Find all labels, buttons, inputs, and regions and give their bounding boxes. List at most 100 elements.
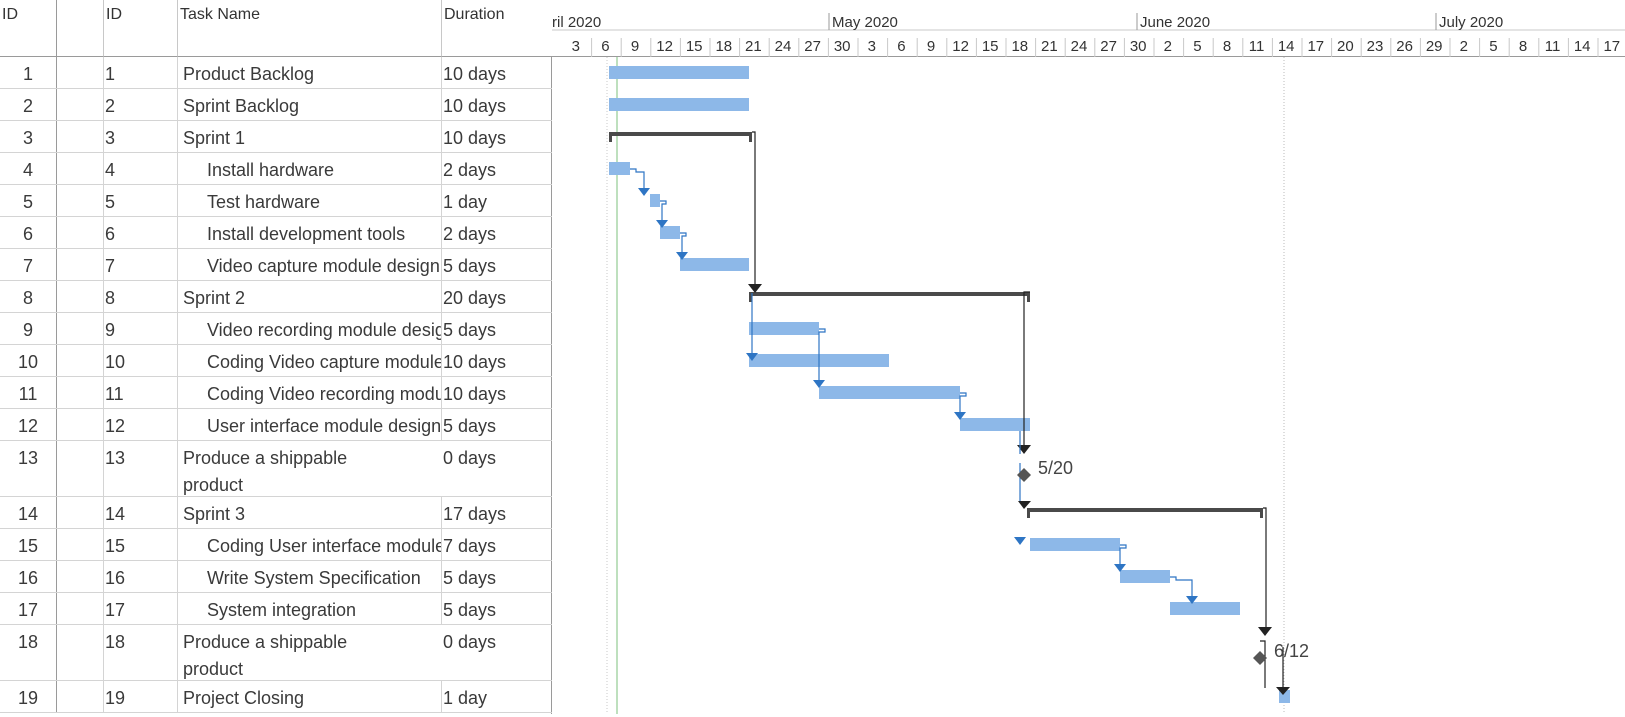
row-number-cell[interactable]: 8	[0, 281, 57, 312]
task-id-cell[interactable]: 2	[104, 89, 178, 120]
task-name-cell[interactable]: Test hardware	[178, 185, 442, 216]
task-row[interactable]: 3 3 Sprint 1 10 days	[0, 121, 552, 153]
duration-cell[interactable]: 10 days	[443, 384, 507, 404]
task-row[interactable]: 12 12 User interface module design 5 days	[0, 409, 552, 441]
duration-cell[interactable]: 2 days	[443, 224, 497, 244]
row-number-cell[interactable]: 9	[0, 313, 57, 344]
task-name-cell[interactable]: Produce a shippable product	[183, 632, 348, 679]
row-number-cell[interactable]: 10	[0, 345, 57, 376]
duration-cell[interactable]: 5 days	[443, 256, 497, 276]
task-name-cell[interactable]: Coding Video capture module	[178, 345, 442, 376]
task-id-cell[interactable]: 9	[104, 313, 178, 344]
task-id-cell[interactable]: 3	[104, 121, 178, 152]
duration-cell[interactable]: 5 days	[443, 600, 497, 620]
row-number-cell[interactable]: 2	[0, 89, 57, 120]
task-id-cell[interactable]: 10	[104, 345, 178, 376]
task-name-cell[interactable]: Sprint 3	[178, 497, 442, 528]
task-name-cell[interactable]: Project Closing	[178, 681, 442, 712]
duration-cell[interactable]: 2 days	[443, 160, 497, 180]
task-id-cell[interactable]: 7	[104, 249, 178, 280]
row-number-cell[interactable]: 17	[0, 593, 57, 624]
task-row[interactable]: 10 10 Coding Video capture module 10 days	[0, 345, 552, 377]
row-number-cell[interactable]: 3	[0, 121, 57, 152]
task-row[interactable]: 18 18 Produce a shippable product 0 days	[0, 625, 552, 681]
row-number-header[interactable]: ID	[0, 0, 57, 57]
task-row[interactable]: 11 11 Coding Video recording module 10 days	[0, 377, 552, 409]
row-number-cell[interactable]: 19	[0, 681, 57, 712]
task-row[interactable]: 1 1 Product Backlog 10 days	[0, 57, 552, 89]
task-id-cell[interactable]: 13	[104, 441, 178, 496]
task-id-cell[interactable]: 18	[104, 625, 178, 680]
row-number-cell[interactable]: 11	[0, 377, 57, 408]
task-row[interactable]: 17 17 System integration 5 days	[0, 593, 552, 625]
task-id-cell[interactable]: 16	[104, 561, 178, 592]
duration-cell[interactable]: 1 day	[443, 192, 488, 212]
task-name-cell[interactable]: System integration	[178, 593, 442, 624]
task-row[interactable]: 2 2 Sprint Backlog 10 days	[0, 89, 552, 121]
task-id-cell[interactable]: 12	[104, 409, 178, 440]
row-number-cell[interactable]: 13	[0, 441, 57, 496]
id-column-header[interactable]: ID	[104, 0, 178, 57]
task-name-cell[interactable]: Product Backlog	[178, 57, 442, 88]
task-row[interactable]: 16 16 Write System Specification 5 days	[0, 561, 552, 593]
duration-cell[interactable]: 1 day	[443, 688, 488, 708]
task-name-cell[interactable]: Coding Video recording module	[178, 377, 442, 408]
row-number-cell[interactable]: 12	[0, 409, 57, 440]
duration-cell[interactable]: 10 days	[443, 96, 507, 116]
task-id-cell[interactable]: 14	[104, 497, 178, 528]
task-row[interactable]: 9 9 Video recording module design 5 days	[0, 313, 552, 345]
task-id-cell[interactable]: 6	[104, 217, 178, 248]
task-id-cell[interactable]: 11	[104, 377, 178, 408]
task-id-cell[interactable]: 8	[104, 281, 178, 312]
row-number-cell[interactable]: 5	[0, 185, 57, 216]
task-row[interactable]: 8 8 Sprint 2 20 days	[0, 281, 552, 313]
duration-cell[interactable]: 10 days	[443, 64, 507, 84]
task-name-cell[interactable]: Sprint 1	[178, 121, 442, 152]
task-id-cell[interactable]: 1	[104, 57, 178, 88]
task-name-cell[interactable]: Video capture module design	[178, 249, 442, 280]
duration-cell[interactable]: 5 days	[443, 568, 497, 588]
task-row[interactable]: 14 14 Sprint 3 17 days	[0, 497, 552, 529]
task-id-cell[interactable]: 4	[104, 153, 178, 184]
duration-cell[interactable]: 10 days	[443, 128, 507, 148]
duration-column-header[interactable]: Duration	[442, 0, 552, 57]
row-number-cell[interactable]: 4	[0, 153, 57, 184]
duration-cell[interactable]: 10 days	[443, 352, 507, 372]
task-name-cell[interactable]: Install hardware	[178, 153, 442, 184]
row-number-cell[interactable]: 14	[0, 497, 57, 528]
task-name-cell[interactable]: Produce a shippable product	[183, 448, 348, 495]
task-name-cell[interactable]: User interface module design	[178, 409, 442, 440]
task-name-cell[interactable]: Video recording module design	[178, 313, 442, 344]
task-row[interactable]: 7 7 Video capture module design 5 days	[0, 249, 552, 281]
task-name-cell[interactable]: Sprint 2	[178, 281, 442, 312]
task-id-cell[interactable]: 15	[104, 529, 178, 560]
duration-cell[interactable]: 5 days	[443, 320, 497, 340]
task-name-cell[interactable]: Install development tools	[178, 217, 442, 248]
duration-cell[interactable]: 20 days	[443, 288, 507, 308]
task-name-cell[interactable]: Write System Specification	[178, 561, 442, 592]
row-number-cell[interactable]: 1	[0, 57, 57, 88]
duration-cell[interactable]: 17 days	[443, 504, 507, 524]
task-name-cell[interactable]: Sprint Backlog	[178, 89, 442, 120]
duration-cell[interactable]: 0 days	[443, 632, 497, 652]
task-row[interactable]: 4 4 Install hardware 2 days	[0, 153, 552, 185]
task-row[interactable]: 19 19 Project Closing 1 day	[0, 681, 552, 713]
duration-cell[interactable]: 5 days	[443, 416, 497, 436]
task-id-cell[interactable]: 19	[104, 681, 178, 712]
duration-cell[interactable]: 7 days	[443, 536, 497, 556]
row-number-cell[interactable]: 7	[0, 249, 57, 280]
task-row[interactable]: 13 13 Produce a shippable product 0 days	[0, 441, 552, 497]
duration-cell[interactable]: 0 days	[443, 448, 497, 468]
task-row[interactable]: 15 15 Coding User interface module 7 days	[0, 529, 552, 561]
task-id-cell[interactable]: 17	[104, 593, 178, 624]
task-id-cell[interactable]: 5	[104, 185, 178, 216]
task-row[interactable]: 5 5 Test hardware 1 day	[0, 185, 552, 217]
task-name-column-header[interactable]: Task Name	[178, 0, 442, 57]
row-number-cell[interactable]: 18	[0, 625, 57, 680]
row-number-cell[interactable]: 15	[0, 529, 57, 560]
indicators-header[interactable]: i	[57, 0, 129, 57]
row-number-cell[interactable]: 6	[0, 217, 57, 248]
task-row[interactable]: 6 6 Install development tools 2 days	[0, 217, 552, 249]
row-number-cell[interactable]: 16	[0, 561, 57, 592]
task-name-cell[interactable]: Coding User interface module	[178, 529, 442, 560]
